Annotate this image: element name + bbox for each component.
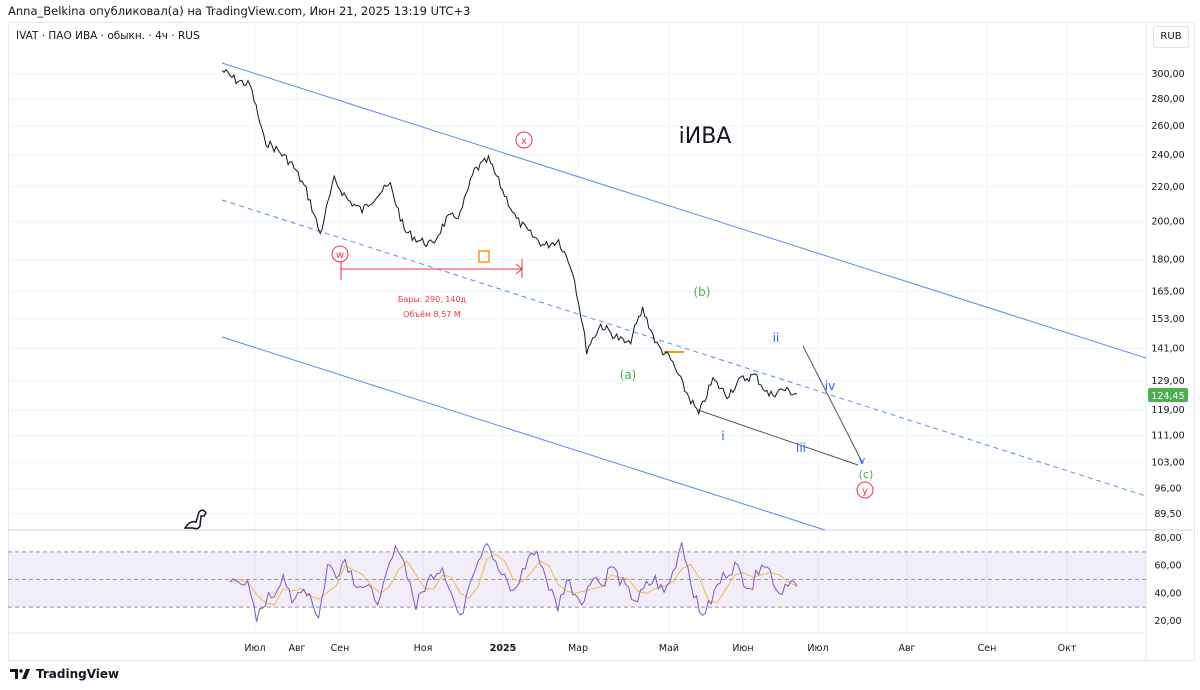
wave-v-label[interactable]: v	[859, 454, 866, 467]
time-tick-label: Июл	[807, 643, 828, 654]
price-tick-label: 153,00	[1151, 314, 1184, 325]
wave-b-label[interactable]: (b)	[694, 285, 711, 299]
grid	[8, 22, 1146, 633]
tradingview-logo[interactable]: TradingView	[10, 667, 119, 681]
wave-c-label[interactable]: (c)	[859, 468, 874, 481]
dinosaur-icon	[183, 509, 207, 530]
channel-lower-line[interactable]	[221, 336, 826, 531]
price-tick-label: 280,00	[1151, 94, 1184, 105]
chart-frame	[8, 22, 1195, 661]
price-tick-label: 260,00	[1151, 121, 1184, 132]
price-tick-label: 220,00	[1151, 182, 1184, 193]
brand-label: TradingView	[36, 667, 120, 681]
channel-mid-line[interactable]	[221, 199, 1147, 497]
wave-w-circle	[331, 245, 349, 263]
wave-ii-label[interactable]: ii	[773, 331, 780, 345]
price-tick-label: 129,00	[1151, 376, 1184, 387]
time-tick-label: Ноя	[414, 643, 433, 654]
attribution: Anna_Belkina опубликовал(а) на TradingVi…	[8, 4, 471, 18]
time-tick-label: Авг	[898, 643, 915, 654]
price-tick-label: 300,00	[1151, 69, 1184, 80]
wave-iii-label[interactable]: iii	[796, 441, 806, 455]
wave-y-circle	[856, 481, 874, 499]
symbol-info: IVAT · ПАО ИВА · обыкн. · 4ч · RUS	[16, 30, 200, 42]
price-tick-label: 103,00	[1151, 458, 1184, 469]
rsi-levels	[8, 551, 1146, 608]
channel-upper-line[interactable]	[221, 62, 1147, 359]
wave-trend-line[interactable]	[697, 409, 859, 466]
price-series-line	[221, 68, 798, 416]
wave-x-label[interactable]: x	[521, 136, 527, 147]
wave-w-label[interactable]: w	[336, 250, 344, 261]
wave-iv-label[interactable]: iv	[825, 379, 835, 393]
rsi-tick-label: 20,00	[1154, 616, 1181, 627]
last-price-label: 124,45	[1151, 391, 1184, 402]
price-tick-label: 119,00	[1151, 405, 1184, 416]
time-tick-label: Сен	[978, 643, 997, 654]
price-tick-label: 141,00	[1151, 344, 1184, 355]
time-tick-label: Сен	[331, 643, 350, 654]
price-tick-label: 240,00	[1151, 150, 1184, 161]
rsi-ma-line	[229, 553, 798, 606]
time-tick-label: Мар	[568, 643, 588, 654]
price-tick-label: 96,00	[1154, 483, 1181, 494]
price-tick-label: 180,00	[1151, 255, 1184, 266]
chart-title: iИВА	[679, 124, 732, 149]
wave-x-circle	[515, 131, 533, 149]
wave-i-label[interactable]: i	[721, 429, 724, 443]
rsi-tick-label: 40,00	[1154, 588, 1181, 599]
time-tick-label: 2025	[490, 643, 516, 654]
currency-button[interactable]: RUB	[1153, 26, 1189, 48]
time-tick-label: Окт	[1058, 643, 1077, 654]
price-tick-label: 200,00	[1151, 216, 1184, 227]
measure-bars-label: Бары: 290, 140д	[398, 295, 467, 304]
last-price-badge	[1148, 388, 1188, 402]
rsi-tick-label: 80,00	[1154, 533, 1181, 544]
measure-volume-label: Объём 8,57 M	[403, 310, 461, 319]
price-tick-label: 165,00	[1151, 286, 1184, 297]
tradingview-logo-icon	[10, 669, 30, 679]
wave-y-label[interactable]: y	[862, 486, 868, 497]
time-tick-label: Май	[659, 643, 679, 654]
time-tick-label: Июн	[732, 643, 753, 654]
price-tick-label: 111,00	[1151, 431, 1184, 442]
rsi-tick-label: 60,00	[1154, 561, 1181, 572]
date-range-measure[interactable]: Бары: 290, 140д Объём 8,57 M	[340, 250, 523, 319]
time-tick-label: Авг	[288, 643, 305, 654]
rsi-line	[229, 542, 798, 622]
wave-projection-line[interactable]	[802, 345, 863, 463]
wave-a-label[interactable]: (a)	[620, 368, 637, 382]
price-tick-label: 89,50	[1154, 509, 1181, 520]
marker-square	[478, 250, 490, 263]
time-tick-label: Июл	[244, 643, 265, 654]
